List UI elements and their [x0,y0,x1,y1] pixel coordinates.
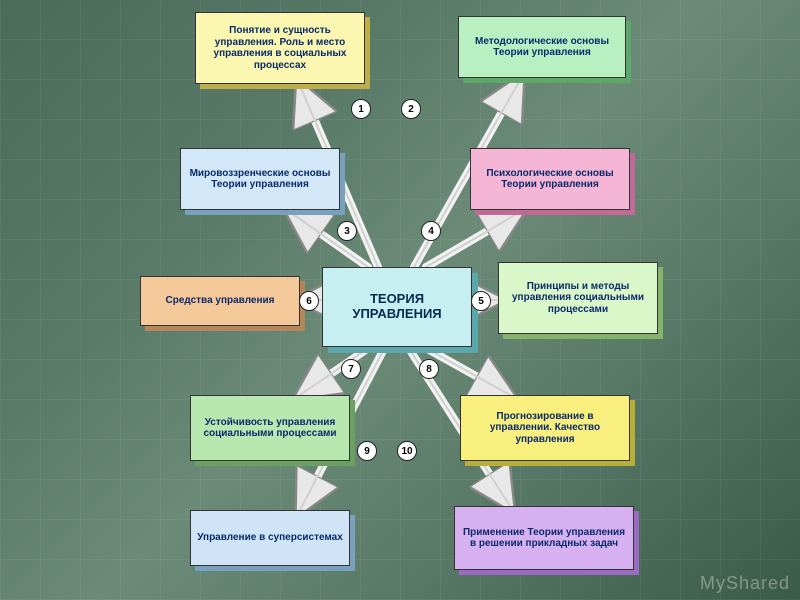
edge-badge-3: 3 [337,221,357,241]
node-5: Принципы и методы управления социальными… [498,262,658,334]
edge-badge-6: 6 [299,291,319,311]
node-9: Управление в суперсистемах [190,510,350,566]
node-2: Методологические основы Теории управлени… [458,16,626,78]
diagram-stage: ТЕОРИЯ УПРАВЛЕНИЯ Понятие и сущность упра… [0,0,800,600]
edge-badge-2: 2 [401,99,421,119]
node-10: Применение Теории управления в решении п… [454,506,634,570]
edge-badge-10: 10 [397,441,417,461]
node-4: Психологические основы Теории управления [470,148,630,210]
edge-badge-4: 4 [421,221,441,241]
node-1: Понятие и сущность управления. Роль и ме… [195,12,365,84]
central-node: ТЕОРИЯ УПРАВЛЕНИЯ [322,267,472,347]
watermark: MyShared [700,573,790,594]
node-7: Устойчивость управления социальными проц… [190,395,350,461]
connector-4 [426,212,520,267]
edge-badge-1: 1 [351,99,371,119]
edge-badge-7: 7 [341,359,361,379]
edge-badge-5: 5 [471,291,491,311]
connector-3 [290,212,368,267]
edge-badge-8: 8 [419,359,439,379]
node-8: Прогнозирование в управлении. Качество у… [460,395,630,461]
node-3: Мировоззренческие основы Теории управлен… [180,148,340,210]
edge-badge-9: 9 [357,441,377,461]
node-6: Средства управления [140,276,300,326]
